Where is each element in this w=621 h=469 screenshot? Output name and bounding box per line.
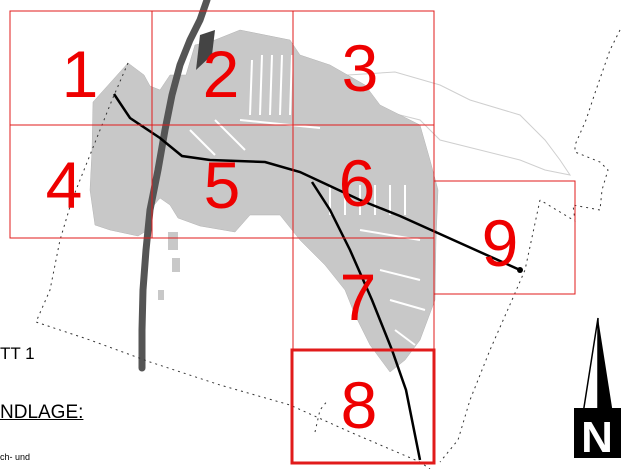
sheet-number-2: 2 [203,37,240,111]
sheet-grid [9,10,576,465]
legend-basis-heading: NDLAGE: [0,402,84,423]
sheet-number-8: 8 [341,368,378,442]
sheet-number-1: 1 [62,37,99,111]
north-arrow-icon: N [574,317,621,462]
sheet-box-9[interactable] [433,180,576,295]
sheet-number-9: 9 [482,206,519,280]
boundary-lines [35,29,621,469]
sheet-number-4: 4 [46,148,83,222]
sheet-numbers: 1 2 3 4 5 6 7 8 9 [46,31,519,442]
sheet-box-8[interactable] [290,348,436,465]
sheet-number-3: 3 [342,31,379,105]
roads [112,93,521,461]
north-arrow-letter: N [581,413,613,462]
minor-patches [158,232,180,300]
sheet-number-5: 5 [204,148,241,222]
sheet-number-6: 6 [339,146,376,220]
legend-sheet-label: TT 1 [0,344,35,363]
sheet-number-7: 7 [340,260,377,334]
road-endpoint [517,267,523,273]
legend-note: ch- und [0,452,31,462]
building-blocks [189,54,426,346]
river [138,0,215,372]
